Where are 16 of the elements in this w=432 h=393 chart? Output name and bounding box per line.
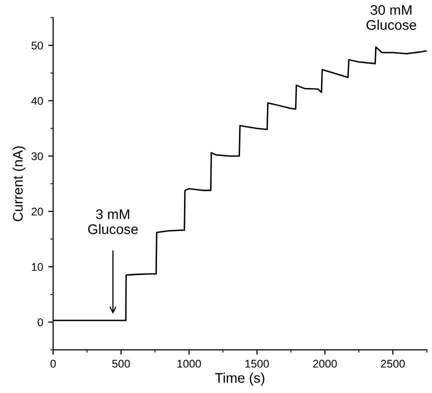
y-tick-label: 20 (32, 208, 43, 216)
y-tick-label: 50 (32, 42, 43, 50)
y-axis-title: Current (nA) (12, 146, 26, 222)
annotation: 3 mM Glucose (88, 209, 138, 234)
x-tick-label: 500 (112, 360, 130, 368)
x-tick-label: 0 (50, 360, 56, 368)
x-tick-label: 2000 (313, 360, 337, 368)
y-tick-label: 40 (31, 96, 43, 105)
x-axis-title: Time (s) (215, 372, 264, 386)
y-tick-label: 30 (31, 152, 43, 160)
x-tick-label: 1500 (245, 360, 269, 368)
annotation: 30 mM Glucose (366, 5, 416, 30)
x-tick-label: 1000 (178, 360, 201, 368)
x-tick-label: 2500 (381, 360, 405, 368)
y-tick-label: 10 (32, 263, 43, 271)
y-tick-label: 0 (38, 318, 43, 326)
